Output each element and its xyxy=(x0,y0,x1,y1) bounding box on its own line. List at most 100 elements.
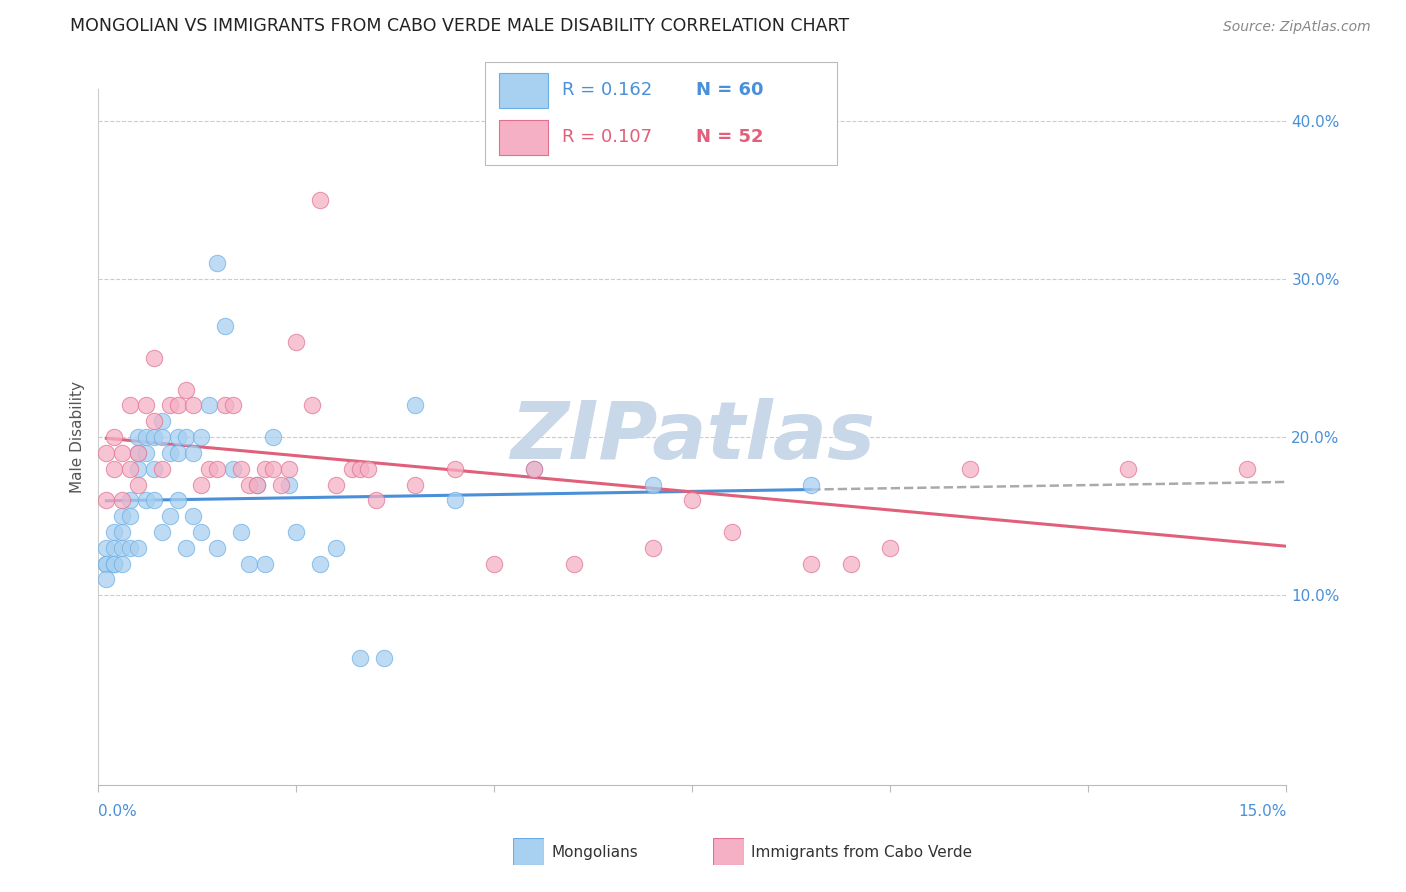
Point xyxy=(135,430,157,444)
Point xyxy=(484,557,506,571)
Point xyxy=(1116,461,1139,475)
Text: Immigrants from Cabo Verde: Immigrants from Cabo Verde xyxy=(751,846,972,860)
Point xyxy=(285,524,308,539)
Point xyxy=(96,446,118,460)
Point xyxy=(166,493,188,508)
Point xyxy=(159,446,181,460)
Point xyxy=(159,509,181,524)
Point xyxy=(111,509,134,524)
Point xyxy=(190,430,212,444)
Point xyxy=(142,414,165,428)
Point xyxy=(120,509,142,524)
Point xyxy=(959,461,981,475)
Point xyxy=(309,193,332,207)
Point xyxy=(253,461,276,475)
Text: 15.0%: 15.0% xyxy=(1239,805,1286,819)
Point xyxy=(262,430,284,444)
Point xyxy=(103,557,125,571)
Point xyxy=(800,557,823,571)
Point xyxy=(198,399,221,413)
Point xyxy=(190,477,212,491)
Point xyxy=(150,524,173,539)
Point xyxy=(111,446,134,460)
Point xyxy=(229,461,252,475)
Point xyxy=(207,461,229,475)
Point xyxy=(364,493,387,508)
Text: 0.0%: 0.0% xyxy=(98,805,138,819)
Point xyxy=(166,446,188,460)
Point xyxy=(277,461,299,475)
Point xyxy=(800,477,823,491)
Point xyxy=(120,493,142,508)
Point xyxy=(349,651,371,665)
Point xyxy=(222,461,245,475)
Point xyxy=(270,477,292,491)
Point xyxy=(373,651,395,665)
Point xyxy=(111,493,134,508)
Text: R = 0.107: R = 0.107 xyxy=(562,128,652,146)
Text: N = 60: N = 60 xyxy=(696,81,763,99)
Point xyxy=(96,557,118,571)
Point xyxy=(103,524,125,539)
Point xyxy=(523,461,546,475)
Point xyxy=(285,335,308,350)
Point xyxy=(444,493,467,508)
Point xyxy=(103,557,125,571)
Point xyxy=(96,493,118,508)
Point xyxy=(444,461,467,475)
Point xyxy=(641,477,664,491)
Point xyxy=(174,541,197,555)
Point xyxy=(253,557,276,571)
Point xyxy=(120,399,142,413)
Point xyxy=(641,541,664,555)
Point xyxy=(238,557,260,571)
Text: MONGOLIAN VS IMMIGRANTS FROM CABO VERDE MALE DISABILITY CORRELATION CHART: MONGOLIAN VS IMMIGRANTS FROM CABO VERDE … xyxy=(70,17,849,35)
Bar xyxy=(499,120,548,155)
Point xyxy=(135,399,157,413)
Point xyxy=(325,541,347,555)
Point xyxy=(839,557,862,571)
Point xyxy=(229,524,252,539)
Bar xyxy=(499,73,548,108)
Point xyxy=(111,524,134,539)
Point xyxy=(682,493,704,508)
Point xyxy=(183,509,205,524)
Point xyxy=(721,524,744,539)
Point xyxy=(190,524,212,539)
Point xyxy=(207,256,229,270)
Point xyxy=(96,557,118,571)
Point xyxy=(277,477,299,491)
Point xyxy=(222,399,245,413)
Point xyxy=(127,477,149,491)
Point xyxy=(150,461,173,475)
Point xyxy=(150,414,173,428)
Point xyxy=(340,461,363,475)
Point xyxy=(174,430,197,444)
Point xyxy=(166,399,188,413)
Point xyxy=(262,461,284,475)
Point xyxy=(142,461,165,475)
Point xyxy=(349,461,371,475)
Point xyxy=(166,430,188,444)
Point xyxy=(142,493,165,508)
Point xyxy=(246,477,269,491)
Point xyxy=(120,541,142,555)
Point xyxy=(246,477,269,491)
Point xyxy=(96,541,118,555)
Point xyxy=(103,541,125,555)
Point xyxy=(309,557,332,571)
Point xyxy=(127,430,149,444)
Point xyxy=(142,430,165,444)
Point xyxy=(404,477,426,491)
Point xyxy=(523,461,546,475)
Text: N = 52: N = 52 xyxy=(696,128,763,146)
Point xyxy=(357,461,380,475)
Point xyxy=(135,446,157,460)
Point xyxy=(159,399,181,413)
Point xyxy=(238,477,260,491)
Point xyxy=(103,461,125,475)
Point xyxy=(198,461,221,475)
Point xyxy=(120,461,142,475)
Point xyxy=(103,430,125,444)
Point xyxy=(562,557,585,571)
